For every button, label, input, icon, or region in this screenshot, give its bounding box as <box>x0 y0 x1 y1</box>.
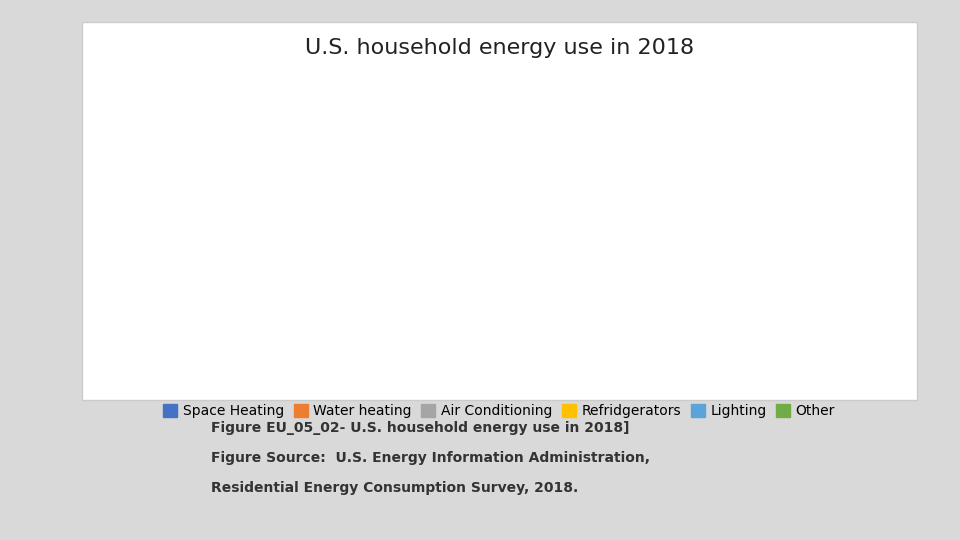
Text: 19%: 19% <box>462 269 505 288</box>
Text: 8%: 8% <box>410 228 441 246</box>
Text: 21%: 21% <box>424 118 468 136</box>
Text: Figure Source:  U.S. Energy Information Administration,: Figure Source: U.S. Energy Information A… <box>211 451 650 465</box>
Text: 3%: 3% <box>399 200 430 218</box>
Text: 5%: 5% <box>398 179 429 197</box>
Text: U.S. household energy use in 2018: U.S. household energy use in 2018 <box>304 38 694 58</box>
Wedge shape <box>365 56 499 194</box>
Wedge shape <box>499 56 637 321</box>
Wedge shape <box>366 194 499 292</box>
Text: Residential Energy Consumption Survey, 2018.: Residential Energy Consumption Survey, 2… <box>211 481 579 495</box>
Wedge shape <box>361 162 499 205</box>
Legend: Space Heating, Water heating, Air Conditioning, Refridgerators, Lighting, Other: Space Heating, Water heating, Air Condit… <box>159 400 839 422</box>
Text: Figure EU_05_02- U.S. household energy use in 2018]: Figure EU_05_02- U.S. household energy u… <box>211 421 630 435</box>
Wedge shape <box>361 194 499 231</box>
Text: 43%: 43% <box>562 168 605 186</box>
Wedge shape <box>400 194 555 333</box>
